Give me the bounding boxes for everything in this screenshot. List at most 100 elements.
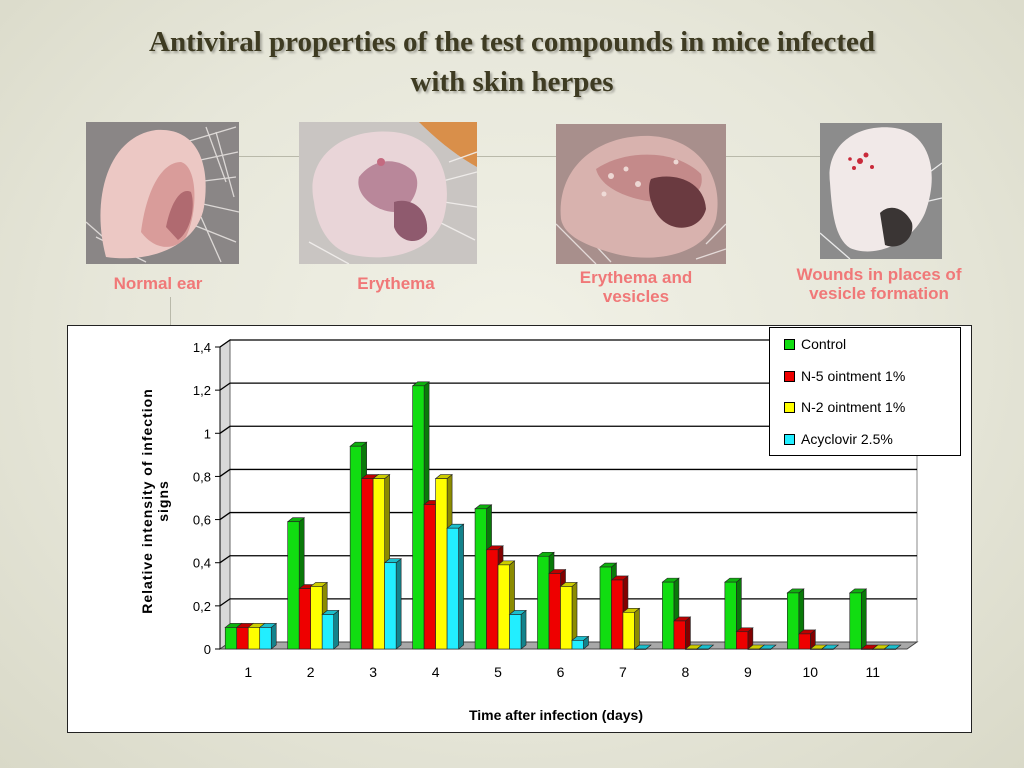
bar (787, 592, 800, 650)
bar (423, 504, 436, 650)
y-tick-label: 0,6 (193, 513, 211, 528)
legend-item-control: Control (784, 335, 847, 353)
erythema-ear-photo (299, 122, 477, 264)
bar (384, 562, 397, 650)
x-tick-label: 3 (369, 664, 377, 680)
y-tick-label: 1 (204, 426, 211, 441)
bar-side (395, 558, 402, 650)
bar (622, 612, 635, 650)
bar (509, 614, 522, 650)
bar (247, 627, 261, 650)
bar (435, 478, 448, 650)
bar (759, 648, 772, 650)
bar (537, 555, 550, 650)
chart-frame: 0 0,2 0,4 0,6 0,8 1 1,2 1,4 1 2 3 4 5 6 7 8 9 10 11 Time af… (67, 325, 972, 733)
y-tick-label: 0,4 (193, 556, 211, 571)
gridline (219, 598, 917, 607)
bar (662, 581, 675, 650)
gridline (219, 339, 917, 348)
bar (798, 633, 811, 650)
connector-line (239, 156, 299, 157)
bar (872, 648, 885, 650)
connector-line (477, 156, 556, 157)
legend-swatch-control (784, 339, 795, 350)
x-tick-label: 10 (803, 664, 819, 680)
bar (571, 640, 584, 650)
gridline (219, 555, 917, 564)
x-tick-label: 2 (307, 664, 315, 680)
bar-side (860, 588, 867, 650)
gridline (219, 425, 917, 434)
x-tick-label: 6 (557, 664, 565, 680)
x-tick-label: 5 (494, 664, 502, 680)
legend-item-n2: N-2 ointment 1% (784, 398, 906, 416)
bar (560, 586, 573, 650)
caption-erythema-text: Erythema (357, 274, 435, 293)
x-tick-label: 11 (865, 664, 880, 680)
caption-normal-ear-text: Normal ear (113, 274, 203, 293)
bar (821, 648, 834, 650)
erythema-vesicles-ear-photo (556, 124, 726, 264)
caption-erythema: Erythema (326, 274, 466, 293)
bar (599, 566, 612, 650)
y-tick-label: 0 (204, 642, 211, 657)
bar (548, 573, 561, 650)
x-tick-label: 8 (682, 664, 690, 680)
legend-label-control: Control (801, 336, 847, 352)
bar-side (685, 616, 691, 650)
caption-erythema-vesicles-line-2: vesicles (602, 287, 670, 306)
slide-title: Antiviral properties of the test compoun… (60, 22, 964, 102)
bar (321, 614, 334, 650)
x-tick-label: 1 (244, 664, 252, 680)
x-axis-title: Time after infection (days) (469, 707, 643, 723)
x-tick-label: 4 (432, 664, 440, 680)
gridline (219, 382, 917, 391)
connector-line (170, 297, 171, 325)
bar (696, 648, 709, 650)
y-axis-title-line: Relative intensity of infection (139, 388, 155, 613)
legend-swatch-n2 (784, 402, 795, 413)
caption-erythema-vesicles: Erythema and vesicles (546, 268, 726, 306)
bar (611, 579, 624, 650)
bar (883, 648, 897, 650)
legend-label-n2: N-2 ointment 1% (801, 399, 906, 415)
bar-side (458, 523, 464, 650)
bar-side (520, 609, 527, 650)
y-axis-title-line: signs (155, 480, 171, 522)
bar (446, 527, 459, 650)
bar (224, 627, 238, 650)
legend-label-n5: N-5 ointment 1% (801, 368, 906, 384)
slide-title-line-2: with skin herpes (410, 66, 614, 98)
caption-wounds-line-2: vesicle formation (809, 284, 949, 303)
legend-swatch-n5 (784, 371, 795, 382)
y-axis-title: Relative intensity of infection signs (139, 388, 171, 613)
x-tick-label: 9 (744, 664, 752, 680)
slide-title-line-1: Antiviral properties of the test compoun… (149, 26, 875, 58)
wounds-ear-photo (820, 123, 942, 259)
legend-item-n5: N-5 ointment 1% (784, 367, 906, 385)
y-tick-label: 0,2 (193, 599, 211, 614)
bar (634, 648, 647, 650)
gridline (219, 511, 917, 521)
bar (259, 627, 272, 650)
bar (810, 648, 823, 650)
bar-chart: 0 0,2 0,4 0,6 0,8 1 1,2 1,4 1 2 3 4 5 6 7 8 9 10 11 Time af… (139, 339, 919, 723)
connector-line (726, 156, 820, 157)
bar (361, 478, 374, 650)
chart-legend: Control N-5 ointment 1% N-2 ointment 1% … (769, 327, 961, 456)
bar (673, 620, 686, 650)
caption-wounds: Wounds in places of vesicle formation (764, 265, 994, 303)
bar (736, 631, 749, 650)
normal-ear-photo (86, 122, 239, 264)
bar (310, 586, 323, 650)
y-tick-label: 1,2 (193, 383, 211, 398)
caption-erythema-vesicles-line-1: Erythema and (579, 268, 693, 287)
y-tick-label: 0,8 (193, 469, 211, 484)
bar (685, 648, 698, 650)
bar (747, 648, 760, 650)
legend-label-acyclovir: Acyclovir 2.5% (801, 431, 893, 447)
bar-side (333, 609, 339, 650)
gridline (219, 468, 917, 477)
bar (287, 521, 300, 650)
x-tick-label: 7 (619, 664, 627, 680)
